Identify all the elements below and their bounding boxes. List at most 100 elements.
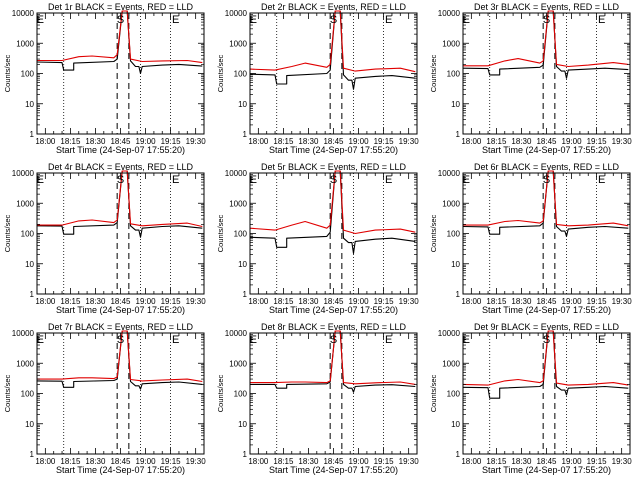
panel-title: Det 3r BLACK = Events, RED = LLD — [474, 2, 620, 12]
detector-panel-8: 1 10 100 1000 10000 18:00 18:15 18:30 18:45 19:00… — [213, 320, 426, 480]
panel-title: Det 5r BLACK = Events, RED = LLD — [261, 162, 407, 172]
detector-panel-2: 1 10 100 1000 10000 18:00 18:15 18:30 18:45 19:00… — [213, 0, 426, 160]
x-tick-label: 18:15 — [273, 297, 294, 306]
x-axis-label: Start Time (24-Sep-07 17:55:20) — [482, 305, 611, 315]
x-tick-label: 19:30 — [399, 297, 420, 306]
y-tick-label: 10000 — [225, 9, 248, 18]
y-tick-label: 10000 — [438, 329, 461, 338]
x-tick-label: 19:15 — [374, 297, 395, 306]
y-tick-label: 1 — [243, 290, 248, 299]
y-tick-label: 10 — [238, 420, 247, 429]
y-tick-label: 1 — [30, 130, 35, 139]
interval-marker-label: E — [385, 14, 392, 26]
interval-marker-label: S — [543, 174, 550, 186]
interval-marker-label: S — [117, 334, 124, 346]
y-tick-label: 10 — [451, 260, 460, 269]
y-tick-label: 10 — [238, 260, 247, 269]
y-tick-label: 1 — [456, 130, 461, 139]
y-tick-label: 1000 — [442, 359, 460, 368]
x-tick-label: 19:15 — [161, 297, 182, 306]
x-tick-label: 19:30 — [186, 297, 207, 306]
y-tick-label: 10 — [25, 260, 34, 269]
series-line-lld — [37, 170, 203, 228]
y-tick-label: 1000 — [229, 199, 247, 208]
interval-marker-label: E — [37, 14, 44, 26]
panel-title: Det 1r BLACK = Events, RED = LLD — [48, 2, 194, 12]
y-tick-label: 1 — [243, 130, 248, 139]
interval-marker-label: E — [385, 334, 392, 346]
y-tick-label: 1000 — [16, 39, 34, 48]
x-axis-label: Start Time (24-Sep-07 17:55:20) — [482, 465, 611, 475]
x-tick-label: 19:30 — [186, 457, 207, 466]
y-tick-label: 1 — [456, 290, 461, 299]
y-axis-label: Counts/sec — [216, 374, 225, 412]
series-line-lld — [249, 10, 416, 73]
x-tick-label: 18:15 — [486, 457, 507, 466]
x-axis-label: Start Time (24-Sep-07 17:55:20) — [482, 145, 611, 155]
y-tick-label: 100 — [21, 230, 35, 239]
series-line-lld — [37, 330, 203, 383]
x-tick-label: 19:30 — [186, 137, 207, 146]
interval-marker-label: E — [250, 334, 257, 346]
x-tick-label: 18:45 — [323, 297, 344, 306]
x-tick-label: 18:30 — [298, 297, 319, 306]
interval-marker-label: E — [37, 334, 44, 346]
x-tick-label: 19:30 — [399, 137, 420, 146]
x-tick-label: 18:45 — [536, 457, 557, 466]
panel-title: Det 7r BLACK = Events, RED = LLD — [48, 322, 194, 332]
x-tick-label: 18:30 — [85, 457, 106, 466]
x-tick-label: 18:15 — [60, 457, 81, 466]
interval-marker-label: E — [250, 14, 257, 26]
x-tick-label: 18:45 — [536, 137, 557, 146]
y-axis-label: Counts/sec — [429, 374, 438, 412]
interval-marker-label: E — [598, 334, 605, 346]
y-tick-label: 10000 — [12, 329, 35, 338]
x-tick-label: 19:00 — [136, 457, 157, 466]
x-tick-label: 19:00 — [349, 297, 370, 306]
y-tick-label: 10000 — [12, 9, 35, 18]
x-axis-label: Start Time (24-Sep-07 17:55:20) — [56, 145, 185, 155]
x-tick-label: 18:00 — [248, 457, 269, 466]
y-tick-label: 100 — [234, 230, 248, 239]
panel-title: Det 9r BLACK = Events, RED = LLD — [474, 322, 620, 332]
y-tick-label: 1000 — [229, 359, 247, 368]
y-tick-label: 100 — [21, 70, 35, 79]
x-tick-label: 19:00 — [562, 297, 583, 306]
series-line-lld — [463, 10, 629, 68]
x-tick-label: 18:30 — [298, 457, 319, 466]
interval-marker-label: S — [330, 174, 337, 186]
y-tick-label: 10000 — [12, 169, 35, 178]
x-tick-label: 18:00 — [248, 137, 269, 146]
x-tick-label: 19:15 — [161, 457, 182, 466]
y-tick-label: 10 — [25, 100, 34, 109]
y-tick-label: 1 — [30, 290, 35, 299]
x-tick-label: 18:30 — [298, 137, 319, 146]
y-tick-label: 1000 — [229, 39, 247, 48]
detector-panel-6: 1 10 100 1000 10000 18:00 18:15 18:30 18:45 19:00… — [426, 160, 639, 320]
panel-title: Det 8r BLACK = Events, RED = LLD — [261, 322, 407, 332]
y-tick-label: 10 — [451, 420, 460, 429]
y-tick-label: 100 — [234, 70, 248, 79]
y-axis-label: Counts/sec — [216, 54, 225, 92]
y-tick-label: 10 — [238, 100, 247, 109]
y-tick-label: 1000 — [442, 199, 460, 208]
x-tick-label: 19:00 — [349, 457, 370, 466]
interval-marker-label: E — [598, 14, 605, 26]
panel-title: Det 2r BLACK = Events, RED = LLD — [261, 2, 407, 12]
x-axis-label: Start Time (24-Sep-07 17:55:20) — [56, 305, 185, 315]
detector-chart-svg: 1 10 100 1000 10000 18:00 18:15 18:30 18:45 19:00… — [3, 2, 207, 155]
y-axis-label: Counts/sec — [3, 214, 12, 252]
detector-chart-svg: 1 10 100 1000 10000 18:00 18:15 18:30 18:45 19:00… — [429, 2, 632, 155]
x-tick-label: 19:15 — [161, 137, 182, 146]
x-tick-label: 18:45 — [536, 297, 557, 306]
interval-marker-label: S — [543, 334, 550, 346]
x-tick-label: 19:15 — [587, 297, 608, 306]
interval-marker-label: E — [385, 174, 392, 186]
interval-marker-label: E — [463, 14, 470, 26]
series-line-lld — [250, 330, 416, 385]
x-tick-label: 19:15 — [374, 457, 395, 466]
panel-title: Det 4r BLACK = Events, RED = LLD — [48, 162, 194, 172]
detector-panel-9: 1 10 100 1000 10000 18:00 18:15 18:30 18:45 19:00… — [426, 320, 639, 480]
detector-panel-4: 1 10 100 1000 10000 18:00 18:15 18:30 18:45 19:00… — [0, 160, 213, 320]
x-tick-label: 18:30 — [511, 457, 532, 466]
